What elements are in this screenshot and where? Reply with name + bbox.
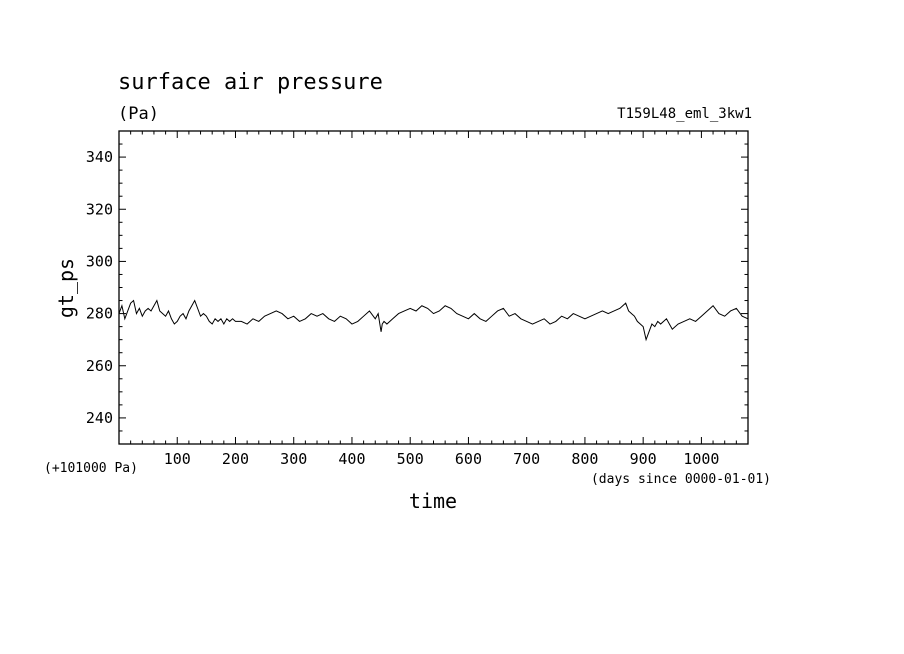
x-tick-label: 900 xyxy=(630,450,657,468)
x-tick-label: 200 xyxy=(222,450,249,468)
y-tick-labels: 240 260 280 300 320 340 xyxy=(86,148,113,427)
axis-ticks xyxy=(119,131,748,444)
y-tick-label: 240 xyxy=(86,409,113,427)
y-axis-label: gt_ps xyxy=(54,258,78,318)
x-tick-label: 400 xyxy=(338,450,365,468)
x-tick-labels: 100 200 300 400 500 600 700 800 900 1000 xyxy=(164,450,720,468)
plot-frame xyxy=(118,130,749,445)
x-tick-label: 100 xyxy=(164,450,191,468)
y-tick-label: 320 xyxy=(86,200,113,218)
y-tick-label: 300 xyxy=(86,252,113,270)
x-tick-label: 600 xyxy=(455,450,482,468)
x-tick-label: 700 xyxy=(513,450,540,468)
x-unit-note: (days since 0000-01-01) xyxy=(591,472,771,487)
y-tick-label: 260 xyxy=(86,357,113,375)
x-tick-label: 1000 xyxy=(683,450,719,468)
x-tick-label: 300 xyxy=(280,450,307,468)
x-axis-label: time xyxy=(409,489,457,513)
y-tick-label: 280 xyxy=(86,305,113,323)
run-name-label: T159L48_eml_3kw1 xyxy=(617,106,752,122)
series-line-gt-ps xyxy=(118,299,749,342)
y-tick-label: 340 xyxy=(86,148,113,166)
x-tick-label: 500 xyxy=(397,450,424,468)
chart-title: surface air pressure xyxy=(118,70,383,95)
y-offset-note: (+101000 Pa) xyxy=(44,461,138,476)
units-label: (Pa) xyxy=(118,104,159,124)
x-tick-label: 800 xyxy=(571,450,598,468)
